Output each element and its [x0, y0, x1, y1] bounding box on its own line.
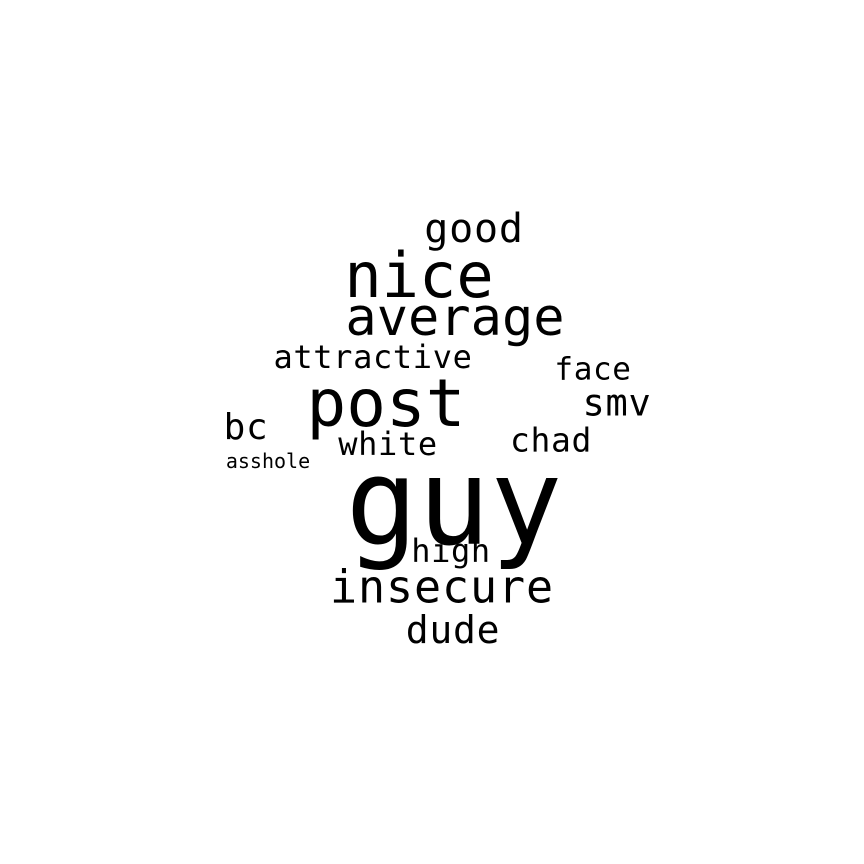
word-average: average: [345, 288, 565, 348]
word-smv: smv: [582, 381, 652, 425]
word-dude: dude: [405, 608, 501, 652]
word-white: white: [338, 425, 438, 463]
word-guy: guy: [345, 434, 563, 573]
word-attractive: attractive: [273, 338, 473, 376]
word-insecure: insecure: [330, 560, 554, 614]
word-asshole: asshole: [225, 449, 311, 473]
word-face: face: [554, 351, 632, 388]
word-chad: chad: [509, 420, 593, 460]
word-post: post: [306, 365, 466, 442]
word-bc: bc: [223, 407, 269, 448]
word-high: high: [411, 532, 491, 570]
word-good: good: [424, 206, 524, 252]
word-nice: nice: [344, 239, 494, 312]
